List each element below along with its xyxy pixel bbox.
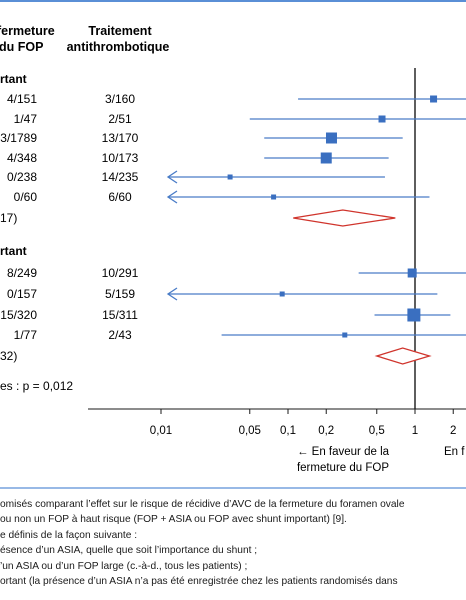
study-col1-value: 8/249: [7, 266, 37, 280]
x-tick-label: 0,01: [150, 425, 172, 437]
x-tick-label: 0,05: [239, 425, 261, 437]
study-col1-value: 15/320: [0, 308, 37, 322]
point-estimate-box: [320, 152, 332, 164]
study-col2-value: 6/60: [108, 190, 132, 204]
summary-diamond: [374, 347, 432, 365]
x-tick-label: 0,5: [369, 425, 385, 437]
point-estimate-box: [227, 174, 233, 180]
point-estimate-box: [325, 132, 337, 144]
axis-note-left-line1: ← En faveur de la: [297, 446, 390, 458]
point-estimate-box: [378, 115, 386, 123]
caption-line: omisés comparant l’effet sur le risque d…: [0, 499, 405, 510]
ci-arrow-left: [166, 287, 178, 301]
ci-arrow-left: [166, 170, 178, 184]
study-col1-value: 1/77: [14, 328, 38, 342]
col1-header-line2: du FOP: [0, 40, 43, 54]
point-estimate-box: [342, 332, 348, 338]
study-col2-value: 13/170: [102, 131, 139, 145]
caption-line: ortant (la présence d’un ASIA n’a pas ét…: [0, 576, 398, 588]
summary-diamond: [293, 209, 396, 227]
x-tick-label: 0,1: [280, 425, 296, 437]
col2-header-line1: Traitement: [88, 24, 152, 38]
study-col1-value: 0/238: [7, 170, 37, 184]
point-estimate-box: [271, 194, 277, 200]
study-col1-value: 0/157: [7, 287, 37, 301]
study-col2-value: 3/160: [105, 92, 135, 106]
summary-label: 32): [0, 349, 17, 363]
study-col1-value: 0/60: [14, 190, 38, 204]
x-tick-label: 1: [412, 425, 418, 437]
point-estimate-box: [279, 291, 285, 297]
x-tick-label: 2: [450, 425, 456, 437]
caption-line: ésence d’un ASIA, quelle que soit l’impo…: [0, 545, 258, 557]
study-col1-value: 4/348: [7, 151, 37, 165]
study-col1-value: 1/47: [14, 112, 38, 126]
study-col1-value: 3/1789: [0, 131, 37, 145]
study-col2-value: 15/311: [102, 308, 138, 322]
study-col2-value: 2/51: [108, 112, 132, 126]
study-col2-value: 5/159: [105, 287, 135, 301]
group2-label: rtant: [0, 244, 27, 258]
x-tick-label: 0,2: [318, 425, 334, 437]
study-col2-value: 10/173: [102, 151, 139, 165]
study-col2-value: 2/43: [108, 328, 132, 342]
axis-note-left-line2: fermeture du FOP: [297, 462, 389, 474]
group1-label: rtant: [0, 72, 27, 86]
point-estimate-box: [430, 95, 438, 103]
caption-line: e définis de la façon suivante :: [0, 529, 138, 541]
axis-note-right: En f: [444, 446, 465, 458]
study-col2-value: 10/291: [102, 266, 139, 280]
point-estimate-box: [407, 308, 421, 322]
summary-label: 17): [0, 211, 17, 225]
heterogeneity-text: es : p = 0,012: [0, 379, 73, 393]
col2-header-line2: antithrombotique: [67, 40, 170, 54]
caption-line: ’un ASIA ou d’un FOP large (c.-à-d., tou…: [0, 560, 248, 572]
study-col2-value: 14/235: [102, 170, 139, 184]
caption-line: ou non un FOP à haut risque (FOP + ASIA …: [0, 514, 347, 526]
figure-caption: omisés comparant l’effet sur le risque d…: [0, 497, 466, 589]
col1-header-line1: fermeture: [0, 24, 55, 38]
study-col1-value: 4/151: [7, 92, 37, 106]
point-estimate-box: [407, 268, 417, 278]
ci-arrow-left: [166, 190, 178, 204]
